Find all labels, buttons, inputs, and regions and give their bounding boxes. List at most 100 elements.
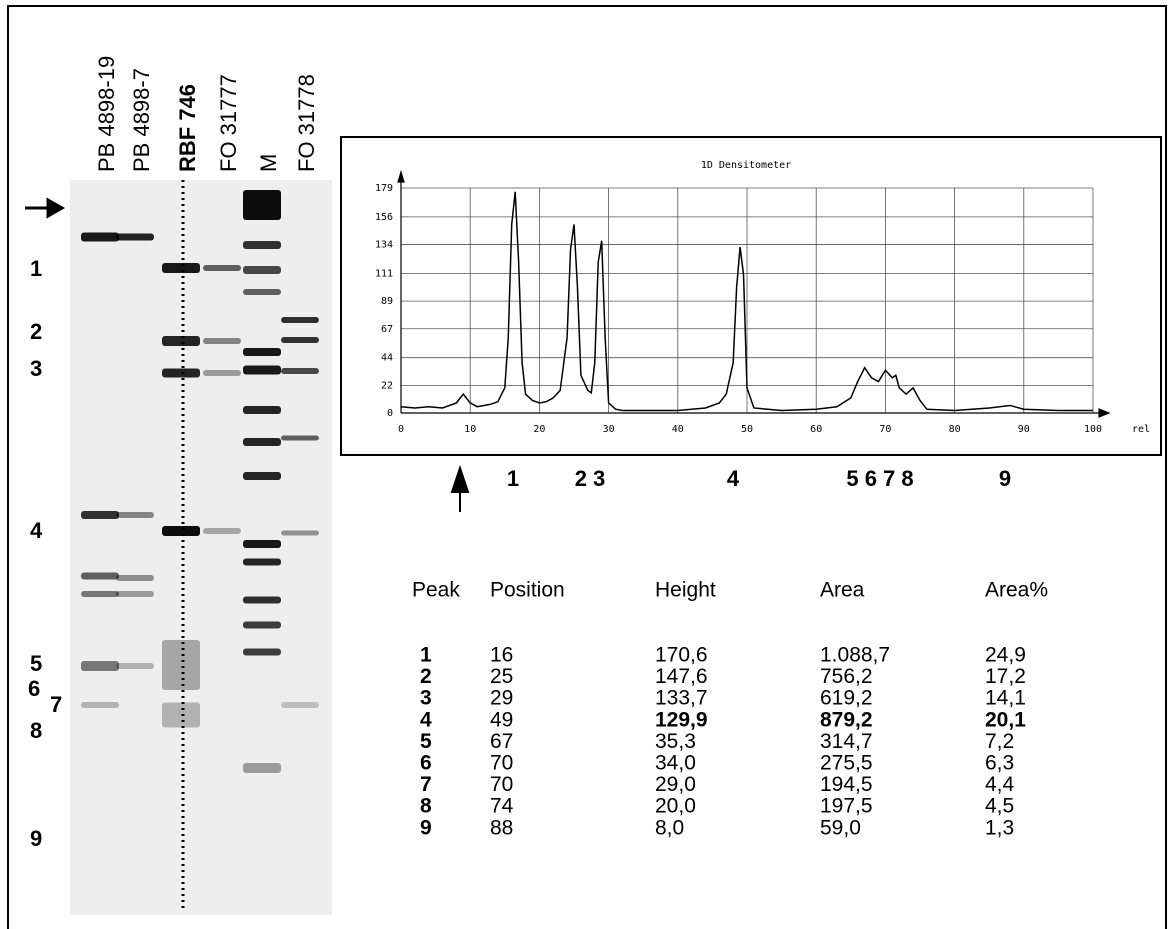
x-tick-label: 50 — [741, 424, 753, 435]
lane-label: PB 4898-7 — [129, 68, 154, 172]
table-cell: 133,7 — [655, 687, 708, 710]
gel-band — [281, 702, 319, 708]
gel-band — [243, 406, 281, 414]
table-cell: 29,0 — [655, 773, 696, 796]
table-header: Area — [820, 579, 865, 602]
band-label: 8 — [30, 718, 42, 743]
table-cell: 1.088,7 — [820, 644, 890, 667]
y-tick-label: 179 — [375, 183, 393, 194]
band-label: 6 — [28, 676, 40, 701]
gel-band — [116, 591, 154, 597]
band-label: 7 — [50, 692, 62, 717]
gel-band — [243, 621, 281, 629]
gel-band — [162, 263, 200, 273]
origin-arrow — [450, 464, 470, 512]
gel-band — [162, 336, 200, 346]
peak-marker: 2 3 — [575, 466, 606, 491]
gel-band — [81, 702, 119, 708]
table-cell: 59,0 — [820, 816, 861, 839]
x-tick-label: 80 — [949, 424, 961, 435]
band-label: 2 — [30, 319, 42, 344]
frame — [7, 5, 1167, 929]
table-cell: 70 — [490, 752, 513, 775]
band-label: 3 — [30, 356, 42, 381]
peak-marker: 9 — [999, 466, 1011, 491]
x-tick-label: 0 — [398, 424, 404, 435]
x-tick-label: 90 — [1018, 424, 1030, 435]
table-cell: 70 — [490, 773, 513, 796]
table-cell: 74 — [490, 795, 514, 818]
table-cell: 1 — [420, 644, 432, 667]
gel-band — [162, 526, 200, 536]
gel-band — [281, 435, 319, 441]
gel-band — [243, 558, 281, 566]
x-tick-label: 70 — [879, 424, 891, 435]
table-cell: 619,2 — [820, 687, 873, 710]
lane-label: RBF 746 — [175, 84, 200, 172]
table-cell: 1,3 — [985, 816, 1014, 839]
y-tick-label: 111 — [375, 268, 393, 279]
gel-band — [81, 661, 119, 671]
gel-band — [162, 702, 200, 728]
gel-band — [116, 575, 154, 581]
table-cell: 14,1 — [985, 687, 1026, 710]
peak-marker: 5 6 7 8 — [846, 466, 913, 491]
x-tick-label: 10 — [464, 424, 476, 435]
table-cell: 49 — [490, 708, 513, 731]
table-cell: 194,5 — [820, 773, 873, 796]
gel-band — [243, 763, 281, 773]
table-cell: 4 — [420, 708, 432, 731]
x-tick-label: 100 — [1084, 424, 1102, 435]
gel-band — [81, 511, 119, 519]
gel-band — [243, 438, 281, 446]
x-tick-label: 60 — [810, 424, 822, 435]
x-tick-label: 40 — [672, 424, 684, 435]
gel-band — [203, 338, 241, 344]
table-cell: 4,5 — [985, 795, 1014, 818]
table-cell: 129,9 — [655, 708, 708, 731]
table-header: Height — [655, 579, 716, 602]
density-trace — [400, 191, 1093, 412]
gel-band — [243, 266, 281, 274]
gel-band — [116, 233, 154, 241]
y-tick-label: 89 — [381, 296, 393, 307]
table-cell: 20,1 — [985, 708, 1026, 731]
table-cell: 2 — [420, 665, 432, 688]
gel-band — [281, 530, 319, 536]
gel-band — [243, 365, 281, 375]
y-tick-label: 0 — [387, 408, 393, 419]
y-tick-label: 44 — [381, 353, 393, 364]
peak-marker: 1 — [507, 466, 519, 491]
gel-band — [116, 663, 154, 669]
table-cell: 314,7 — [820, 730, 873, 753]
gel-band — [203, 528, 241, 534]
gel-band — [81, 572, 119, 580]
table-cell: 756,2 — [820, 665, 873, 688]
table-cell: 6,3 — [985, 752, 1014, 775]
start-arrow — [25, 197, 66, 219]
table-header: Area% — [985, 579, 1048, 602]
table-cell: 197,5 — [820, 795, 873, 818]
y-tick-label: 134 — [375, 240, 393, 251]
lane-label: FO 31778 — [294, 74, 319, 172]
gel-band — [162, 368, 200, 378]
table-cell: 17,2 — [985, 665, 1026, 688]
lane-label: PB 4898-19 — [94, 56, 119, 172]
band-label: 1 — [30, 256, 42, 281]
chart-title: 1D Densitometer — [701, 160, 791, 171]
gel-band — [203, 370, 241, 376]
gel-band — [116, 512, 154, 518]
table-cell: 275,5 — [820, 752, 873, 775]
table-cell: 5 — [420, 730, 432, 753]
gel — [70, 180, 332, 915]
table-cell: 7,2 — [985, 730, 1014, 753]
gel-band — [243, 348, 281, 356]
table-cell: 9 — [420, 816, 432, 839]
gel-band — [203, 265, 241, 271]
table-cell: 35,3 — [655, 730, 696, 753]
gel-band — [243, 540, 281, 548]
table-cell: 6 — [420, 752, 432, 775]
y-tick-label: 156 — [375, 212, 393, 223]
table-cell: 16 — [490, 644, 513, 667]
gel-band — [243, 596, 281, 604]
